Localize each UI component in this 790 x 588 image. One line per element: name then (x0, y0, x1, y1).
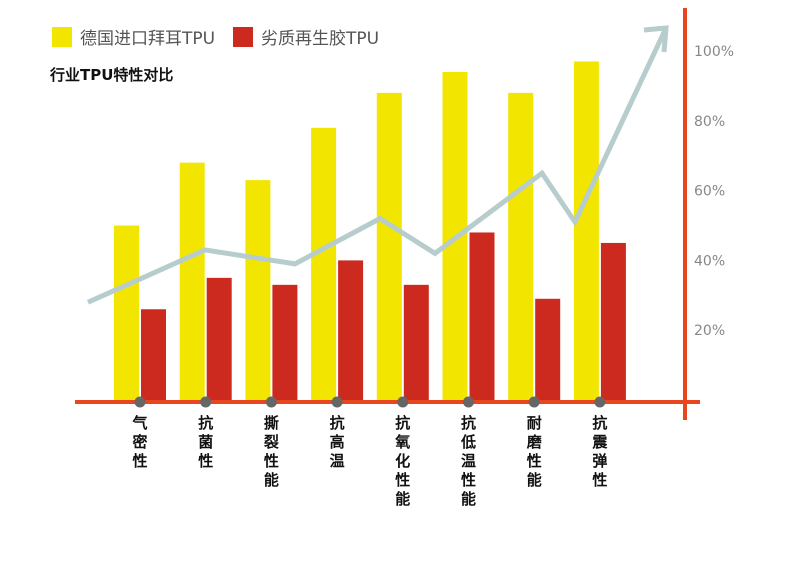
legend-swatch-series-1 (52, 27, 72, 47)
bar-series-2-5 (469, 232, 495, 400)
trend-arrow-head (643, 25, 669, 53)
legend: 德国进口拜耳TPU 劣质再生胶TPU (52, 27, 379, 49)
bar-series-2-1 (206, 277, 232, 400)
chart-title: 行业TPU特性对比 (49, 66, 173, 84)
bar-series-2-3 (338, 260, 364, 400)
category-label-5: 抗低温性能 (460, 414, 476, 508)
bar-series-2-7 (600, 242, 626, 400)
category-label-4: 抗氧化性能 (394, 414, 410, 508)
category-marker-3 (331, 396, 343, 408)
category-marker-1 (200, 396, 212, 408)
category-markers (134, 396, 606, 408)
category-label-2: 撕裂性能 (263, 414, 279, 489)
bar-series-2-2 (272, 284, 298, 400)
bar-series-1-7 (573, 61, 599, 400)
y-tick-label-1: 40% (694, 253, 725, 269)
y-tick-label-0: 20% (694, 323, 725, 339)
y-tick-label-2: 60% (694, 184, 725, 200)
bar-series-1-0 (114, 225, 139, 400)
legend-label-series-2: 劣质再生胶TPU (261, 29, 379, 49)
category-labels: 气密性 抗菌性 撕裂性能 抗高温 抗氧化性能 抗低温性能 耐磨性能 抗震弹性 (131, 414, 608, 508)
bar-series-2-6 (535, 298, 561, 400)
category-label-7: 抗震弹性 (592, 414, 608, 489)
trend-line (86, 26, 669, 305)
legend-label-series-1: 德国进口拜耳TPU (80, 29, 215, 49)
bar-series-1-6 (508, 92, 534, 400)
bars-group (114, 61, 626, 400)
trend-group (86, 25, 669, 305)
category-label-3: 抗高温 (330, 414, 345, 470)
bar-series-2-0 (141, 309, 166, 400)
category-marker-2 (265, 396, 277, 408)
category-label-6: 耐磨性能 (526, 414, 543, 489)
category-label-0: 气密性 (131, 414, 147, 470)
category-marker-5 (463, 396, 474, 408)
bar-series-1-3 (311, 127, 337, 400)
bar-series-1-2 (245, 180, 271, 400)
category-marker-4 (397, 396, 409, 408)
category-marker-6 (528, 396, 540, 408)
bar-series-1-4 (376, 92, 402, 400)
category-label-1: 抗菌性 (198, 414, 213, 470)
legend-swatch-series-2 (233, 27, 253, 47)
category-marker-7 (594, 396, 606, 408)
y-tick-labels: 20% 40% 60% 80% 100% (694, 44, 734, 339)
category-marker-0 (134, 396, 146, 408)
y-tick-label-4: 100% (694, 44, 734, 60)
bar-series-1-1 (179, 162, 205, 400)
y-tick-label-3: 80% (694, 114, 725, 130)
bar-series-2-4 (403, 284, 429, 400)
